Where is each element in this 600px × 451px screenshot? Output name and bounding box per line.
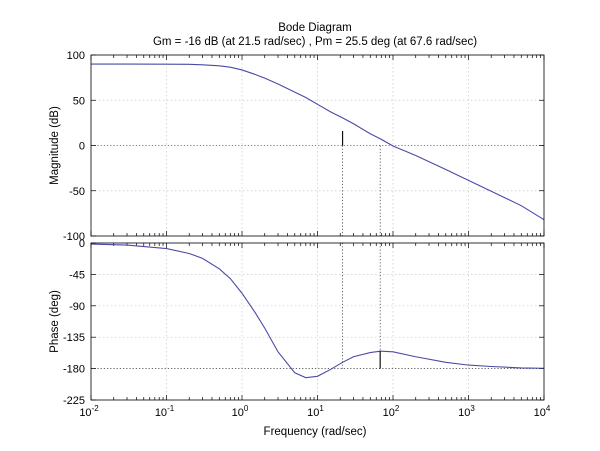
chart-subtitle: Gm = -16 dB (at 21.5 rad/sec) , Pm = 25.… — [153, 36, 477, 48]
phase-ytick-label: -180 — [63, 364, 85, 376]
magnitude-ytick-label: -50 — [69, 186, 85, 198]
phase-ytick-label: -135 — [63, 332, 85, 344]
xtick-label: 10-2 — [79, 404, 99, 419]
phase-ytick-label: 0 — [79, 238, 85, 250]
xtick-label: 100 — [232, 404, 249, 419]
magnitude-ytick-label: 100 — [67, 50, 85, 62]
xtick-label: 101 — [307, 404, 324, 419]
magnitude-panel: 100 50 0 -50 -100 — [63, 50, 545, 243]
magnitude-axis-label: Magnitude (dB) — [49, 106, 61, 185]
magnitude-ytick-label: -100 — [63, 231, 85, 243]
magnitude-response-curve — [91, 63, 545, 221]
xtick-label: 103 — [458, 404, 475, 419]
phase-ytick-label: -45 — [69, 269, 85, 281]
frequency-axis-label: Frequency (rad/sec) — [264, 426, 367, 438]
phase-plot-frame — [90, 242, 545, 401]
magnitude-plot-frame — [90, 54, 545, 237]
magnitude-ytick-label: 0 — [79, 141, 85, 153]
phase-ytick-label: -225 — [63, 395, 85, 407]
phase-response-curve — [90, 243, 545, 379]
phase-axis-label: Phase (deg) — [49, 290, 61, 353]
magnitude-ytick-label: 50 — [73, 95, 85, 107]
phase-ytick-label: -90 — [69, 301, 85, 313]
xtick-label: 104 — [534, 404, 551, 419]
xtick-label: 10-1 — [155, 404, 175, 419]
chart-title: Bode Diagram — [278, 22, 352, 34]
xtick-label: 102 — [383, 404, 400, 419]
